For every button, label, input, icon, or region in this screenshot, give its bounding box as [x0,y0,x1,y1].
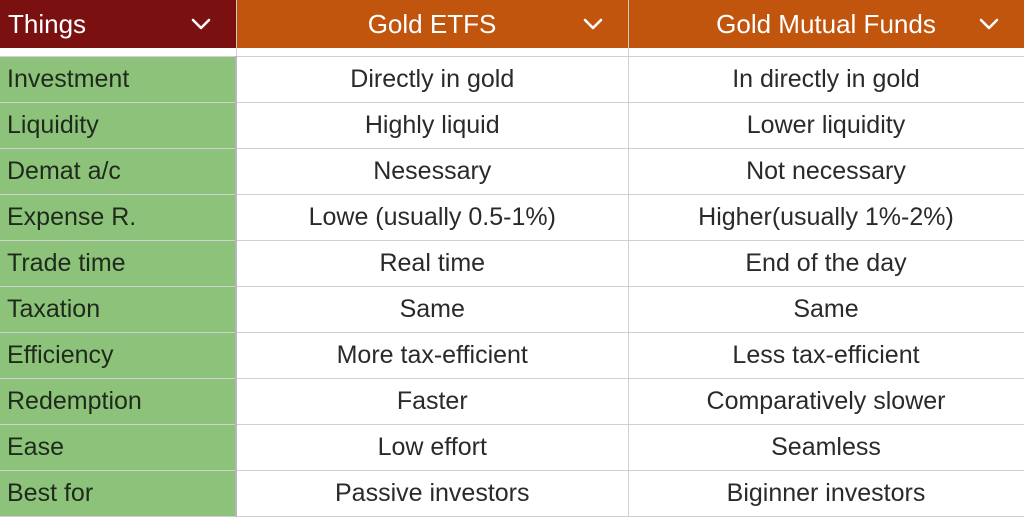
header-gold-mutual-funds-label: Gold Mutual Funds [716,9,936,39]
etf-cell[interactable]: More tax-efficient [236,332,629,379]
table-row: Taxation Same Same [0,286,1024,333]
row-label[interactable]: Efficiency [0,332,237,379]
etf-cell[interactable]: Nesessary [236,148,629,195]
etf-cell[interactable]: Lowe (usually 0.5-1%) [236,194,629,241]
etf-cell[interactable]: Highly liquid [236,102,629,149]
table-row: Redemption Faster Comparatively slower [0,378,1024,425]
row-label[interactable]: Redemption [0,378,237,425]
mf-cell[interactable]: Not necessary [628,148,1024,195]
row-label[interactable]: Expense R. [0,194,237,241]
etf-cell[interactable]: Low effort [236,424,629,471]
row-label[interactable]: Demat a/c [0,148,237,195]
etf-cell[interactable]: Directly in gold [236,56,629,103]
header-things[interactable]: Things [0,0,237,48]
row-label[interactable]: Liquidity [0,102,237,149]
header-gap [0,48,1024,57]
header-things-label: Things [8,9,87,39]
table-row: Demat a/c Nesessary Not necessary [0,148,1024,195]
row-label[interactable]: Taxation [0,286,237,333]
table-row: Liquidity Highly liquid Lower liquidity [0,102,1024,149]
table-row: Trade time Real time End of the day [0,240,1024,287]
row-label[interactable]: Trade time [0,240,237,287]
mf-cell[interactable]: Seamless [628,424,1024,471]
etf-cell[interactable]: Real time [236,240,629,287]
mf-cell[interactable]: Biginner investors [628,470,1024,517]
table-row: Ease Low effort Seamless [0,424,1024,471]
row-label[interactable]: Ease [0,424,237,471]
row-label[interactable]: Best for [0,470,237,517]
mf-cell[interactable]: Comparatively slower [628,378,1024,425]
mf-cell[interactable]: Higher(usually 1%-2%) [628,194,1024,241]
etf-cell[interactable]: Faster [236,378,629,425]
table-row: Expense R. Lowe (usually 0.5-1%) Higher(… [0,194,1024,241]
header-row: Things Gold ETFS Gold Mutual Funds [0,0,1024,48]
chevron-down-icon[interactable] [978,14,1000,34]
etf-cell[interactable]: Passive investors [236,470,629,517]
mf-cell[interactable]: End of the day [628,240,1024,287]
table-row: Investment Directly in gold In directly … [0,56,1024,103]
header-gold-mutual-funds[interactable]: Gold Mutual Funds [628,0,1024,48]
mf-cell[interactable]: Lower liquidity [628,102,1024,149]
chevron-down-icon[interactable] [190,14,212,34]
table-row: Best for Passive investors Biginner inve… [0,470,1024,517]
mf-cell[interactable]: In directly in gold [628,56,1024,103]
mf-cell[interactable]: Same [628,286,1024,333]
row-label[interactable]: Investment [0,56,237,103]
header-gold-etfs-label: Gold ETFS [367,9,497,39]
table-row: Efficiency More tax-efficient Less tax-e… [0,332,1024,379]
chevron-down-icon[interactable] [582,14,604,34]
etf-cell[interactable]: Same [236,286,629,333]
mf-cell[interactable]: Less tax-efficient [628,332,1024,379]
header-gold-etfs[interactable]: Gold ETFS [236,0,629,48]
